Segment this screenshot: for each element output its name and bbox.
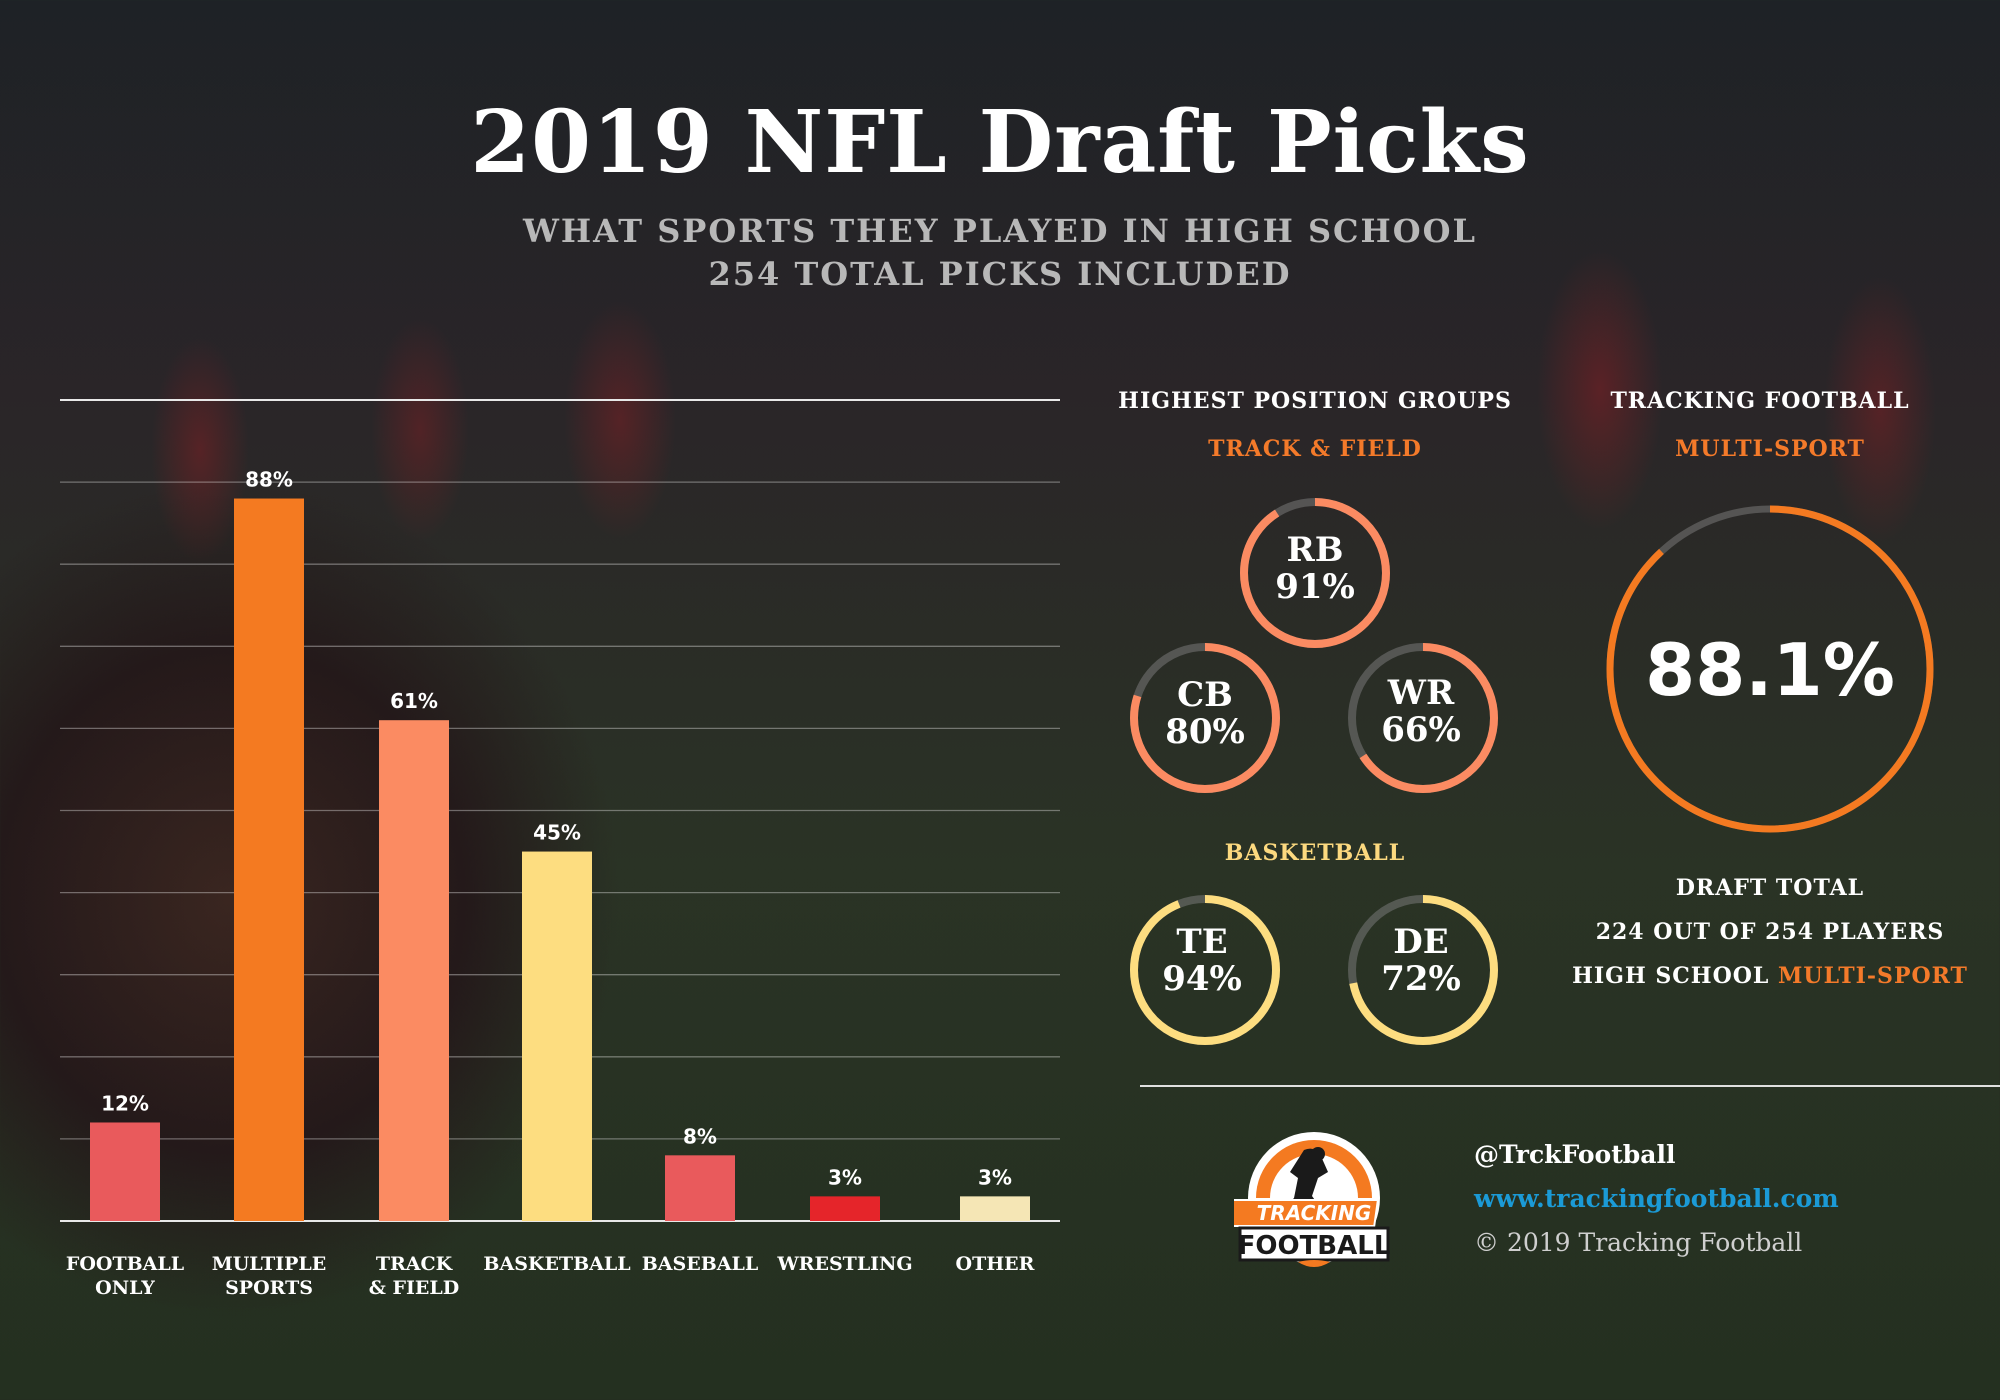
- category-label-4-0: BASEBALL: [642, 1253, 759, 1275]
- subtitle-line-1: WHAT SPORTS THEY PLAYED IN HIGH SCHOOL: [522, 212, 1477, 250]
- ring-wr: WR 66%: [1356, 675, 1486, 748]
- website-link[interactable]: www.trackingfootball.com: [1474, 1184, 1839, 1213]
- bar-0: [90, 1122, 160, 1221]
- ring-wr-value: 66%: [1381, 709, 1461, 750]
- ring-cb-position: CB: [1177, 675, 1233, 715]
- ring-rb: RB 91%: [1250, 532, 1380, 605]
- bar-3: [522, 851, 592, 1221]
- category-label-1-0: MULTIPLE: [212, 1253, 327, 1275]
- category-label-0-1: ONLY: [95, 1277, 155, 1299]
- bar-label-4: 8%: [683, 1124, 717, 1148]
- category-label-3-0: BASKETBALL: [483, 1253, 630, 1275]
- ring-de: DE 72%: [1356, 924, 1486, 997]
- category-label-2-0: TRACK: [376, 1253, 454, 1275]
- category-label-0-0: FOOTBALL: [66, 1253, 184, 1275]
- draft-total-title: DRAFT TOTAL: [1675, 875, 1865, 901]
- bar-5: [810, 1196, 880, 1221]
- draft-total-multisport: HIGH SCHOOL MULTI-SPORT: [1520, 963, 2000, 989]
- ring-te-value: 94%: [1162, 958, 1242, 999]
- summary-sub: MULTI-SPORT: [1675, 436, 1865, 462]
- ring-rb-value: 91%: [1275, 566, 1355, 607]
- chart-bars: [90, 498, 1030, 1221]
- bar-label-2: 61%: [390, 689, 438, 713]
- ring-te: TE 94%: [1137, 924, 1267, 997]
- tracking-football-logo-icon: TRACKING FOOTBALL: [1234, 1132, 1391, 1267]
- ring-te-position: TE: [1176, 922, 1228, 962]
- summary-value: 88.1%: [1645, 628, 1895, 712]
- bar-1: [234, 498, 304, 1221]
- bar-label-1: 88%: [245, 468, 293, 492]
- basketball-label: BASKETBALL: [1224, 840, 1406, 866]
- ring-de-position: DE: [1393, 922, 1449, 962]
- summary-heading: TRACKING FOOTBALL: [1610, 388, 1910, 414]
- ring-cb: CB 80%: [1140, 677, 1270, 750]
- draft-total-highlight: MULTI-SPORT: [1778, 963, 1968, 989]
- twitter-handle[interactable]: @TrckFootball: [1474, 1140, 1676, 1169]
- copyright: © 2019 Tracking Football: [1474, 1228, 1803, 1257]
- bar-label-6: 3%: [978, 1165, 1012, 1189]
- bar-4: [665, 1155, 735, 1221]
- position-groups-heading: HIGHEST POSITION GROUPS: [1118, 388, 1512, 414]
- footer-divider: [1140, 1085, 2000, 1087]
- draft-total-line: 224 OUT OF 254 PLAYERS: [1595, 919, 1945, 945]
- bar-2: [379, 720, 449, 1221]
- logo-text-line1: TRACKING: [1257, 1201, 1372, 1225]
- category-label-6-0: OTHER: [956, 1253, 1035, 1275]
- category-label-1-1: SPORTS: [225, 1277, 313, 1299]
- chart-data-labels: 12% 88% 61% 45% 8% 3% 3%: [101, 468, 1012, 1190]
- draft-total-prefix: HIGH SCHOOL: [1572, 963, 1770, 989]
- ring-wr-position: WR: [1387, 673, 1455, 713]
- bar-label-5: 3%: [828, 1165, 862, 1189]
- subtitle-line-2: 254 TOTAL PICKS INCLUDED: [708, 255, 1292, 293]
- category-label-2-1: & FIELD: [369, 1277, 459, 1299]
- ring-cb-value: 80%: [1165, 711, 1245, 752]
- ring-rb-position: RB: [1286, 530, 1344, 570]
- category-label-5-0: WRESTLING: [776, 1253, 912, 1275]
- logo-text-line2: FOOTBALL: [1238, 1231, 1391, 1261]
- bar-label-3: 45%: [533, 821, 581, 845]
- page-title: 2019 NFL Draft Picks: [470, 92, 1530, 193]
- track-field-label: TRACK & FIELD: [1208, 436, 1422, 462]
- bar-label-0: 12%: [101, 1091, 149, 1115]
- bar-6: [960, 1196, 1030, 1221]
- ring-de-value: 72%: [1381, 958, 1461, 999]
